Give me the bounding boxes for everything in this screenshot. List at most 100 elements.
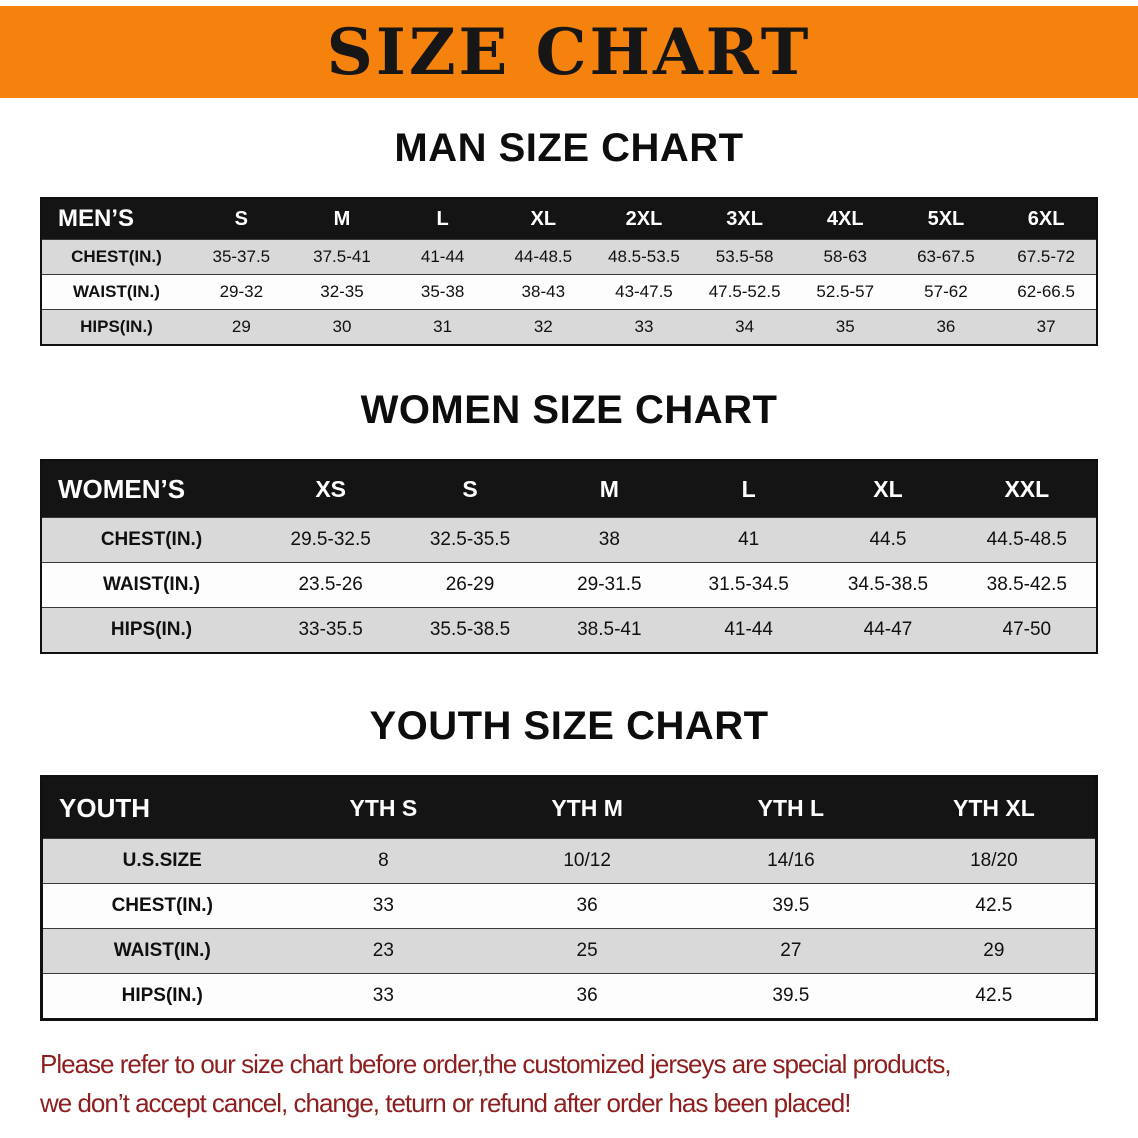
youth-section-title: YOUTH SIZE CHART — [369, 704, 769, 748]
column-header: M — [291, 198, 393, 240]
column-header: YTH S — [281, 776, 486, 839]
table-cell: 48.5-53.5 — [608, 247, 680, 266]
column-header: L — [678, 460, 819, 518]
table-cell: 44-47 — [863, 619, 913, 640]
table-cell: 36 — [936, 317, 956, 336]
table-cell: 58-63 — [823, 247, 867, 266]
table-header-row: WOMEN’S XS S M L XL XXL — [41, 460, 1097, 518]
youth-size-table: YOUTH YTH S YTH M YTH L YTH XL U.S.SIZE 8 10/12… — [40, 775, 1098, 1021]
table-cell: 38-43 — [521, 282, 566, 301]
row-label: CHEST(IN.) — [111, 895, 213, 916]
column-header: YTH L — [689, 776, 893, 839]
table-row: WAIST(IN.) 23 25 27 29 — [41, 928, 1097, 974]
table-cell: 36 — [576, 895, 598, 916]
table-cell: 44-48.5 — [514, 247, 573, 266]
table-cell: 14/16 — [767, 850, 815, 871]
table-cell: 29-32 — [219, 282, 264, 301]
man-size-table-container: MEN’S S M L XL 2XL 3XL 4XL 5XL 6XL CHEST(IN.) 35-37… — [40, 197, 1098, 346]
column-header: 4XL — [794, 198, 896, 240]
table-cell: 35-38 — [420, 282, 465, 301]
table-cell: 42.5 — [975, 895, 1013, 916]
table-title-cell: MEN’S — [41, 198, 191, 240]
table-cell: 52.5-57 — [816, 282, 875, 301]
table-cell: 41 — [738, 529, 760, 550]
table-cell: 29-31.5 — [577, 574, 642, 595]
row-label: CHEST(IN.) — [100, 529, 203, 550]
table-row: HIPS(IN.) 33 36 39.5 42.5 — [41, 973, 1097, 1020]
table-cell: 29 — [231, 317, 251, 336]
column-header: XXL — [957, 460, 1097, 518]
table-cell: 41-44 — [420, 247, 465, 266]
table-header-row: MEN’S S M L XL 2XL 3XL 4XL 5XL 6XL — [41, 198, 1097, 240]
men-size-table: MEN’S S M L XL 2XL 3XL 4XL 5XL 6XL CHEST(IN.) 35-37… — [40, 197, 1098, 346]
youth-size-chart-section: YOUTH SIZE CHART YOUTH YTH S YTH M YTH L YTH… — [0, 704, 1138, 1021]
column-header: 3XL — [694, 198, 795, 240]
column-header: S — [191, 198, 292, 240]
column-header: 6XL — [996, 198, 1097, 240]
table-cell: 42.5 — [975, 985, 1013, 1006]
women-size-chart-section: WOMEN SIZE CHART WOMEN’S XS S M L XL XXL CHEST(… — [0, 388, 1138, 654]
women-section-title: WOMEN SIZE CHART — [360, 388, 778, 432]
table-header-row: YOUTH YTH S YTH M YTH L YTH XL — [41, 776, 1097, 839]
column-header: L — [392, 198, 493, 240]
table-row: WAIST(IN.) 29-32 32-35 35-38 38-43 43-47.5 47.… — [41, 274, 1097, 310]
column-header: M — [539, 460, 679, 518]
column-header: 5XL — [895, 198, 997, 240]
footer-note: Please refer to our size chart before or… — [40, 1045, 1108, 1123]
column-header: S — [400, 460, 540, 518]
table-cell: 33 — [372, 985, 394, 1006]
table-cell: 34.5-38.5 — [847, 574, 929, 595]
women-size-table-container: WOMEN’S XS S M L XL XXL CHEST(IN.) 29.5-32.5 32.5… — [40, 459, 1098, 654]
table-cell: 26-29 — [445, 574, 495, 595]
table-cell: 32 — [533, 317, 553, 336]
table-cell: 29.5-32.5 — [290, 529, 371, 550]
table-cell: 33 — [372, 895, 394, 916]
table-cell: 38.5-41 — [577, 619, 642, 640]
table-cell: 34 — [735, 317, 755, 336]
table-row: HIPS(IN.) 33-35.5 35.5-38.5 38.5-41 41-44 44-… — [41, 607, 1097, 653]
table-cell: 62-66.5 — [1017, 282, 1075, 301]
column-header: 2XL — [593, 198, 695, 240]
row-label: U.S.SIZE — [122, 850, 202, 871]
row-label: WAIST(IN.) — [113, 940, 211, 961]
table-cell: 39.5 — [772, 895, 810, 916]
note-line-2: we don’t accept cancel, change, teturn o… — [40, 1088, 851, 1118]
column-header: XS — [261, 460, 401, 518]
table-title-cell: YOUTH — [41, 776, 282, 839]
youth-size-table-container: YOUTH YTH S YTH M YTH L YTH XL U.S.SIZE 8 10/12… — [40, 775, 1098, 1021]
man-size-chart-section: MAN SIZE CHART MEN’S S M L XL 2XL 3XL 4XL 5XL 6XL… — [0, 126, 1138, 346]
table-cell: 25 — [576, 940, 598, 961]
table-cell: 31.5-34.5 — [708, 574, 789, 595]
table-cell: 37 — [1036, 317, 1056, 336]
table-cell: 35-37.5 — [212, 247, 271, 266]
table-cell: 63-67.5 — [917, 247, 975, 266]
row-label: HIPS(IN.) — [110, 619, 193, 640]
table-cell: 18/20 — [970, 850, 1018, 871]
table-cell: 8 — [378, 850, 389, 871]
table-cell: 44.5 — [869, 529, 907, 550]
table-cell: 10/12 — [563, 850, 611, 871]
column-header: XL — [492, 198, 594, 240]
row-label: WAIST(IN.) — [102, 574, 201, 595]
banner: SIZE CHART — [0, 6, 1138, 98]
table-cell: 47.5-52.5 — [708, 282, 781, 301]
table-cell: 41-44 — [724, 619, 773, 640]
table-cell: 29 — [983, 940, 1005, 961]
column-header: YTH M — [485, 776, 689, 839]
row-label: HIPS(IN.) — [80, 317, 153, 336]
row-label: HIPS(IN.) — [121, 985, 203, 1006]
table-cell: 44.5-48.5 — [986, 529, 1067, 550]
table-cell: 38 — [598, 529, 620, 550]
column-header: YTH XL — [892, 776, 1097, 839]
table-cell: 35.5-38.5 — [429, 619, 511, 640]
table-cell: 23 — [372, 940, 394, 961]
table-cell: 57-62 — [924, 282, 968, 301]
table-cell: 33-35.5 — [298, 619, 363, 640]
table-cell: 32-35 — [320, 282, 364, 301]
table-row: CHEST(IN.) 33 36 39.5 42.5 — [41, 883, 1097, 929]
table-cell: 37.5-41 — [313, 247, 371, 266]
row-label: WAIST(IN.) — [73, 282, 160, 301]
table-row: HIPS(IN.) 29 30 31 32 33 34 35 36 37 — [41, 309, 1097, 345]
table-cell: 67.5-72 — [1017, 247, 1075, 266]
table-title-cell: WOMEN’S — [41, 460, 261, 518]
